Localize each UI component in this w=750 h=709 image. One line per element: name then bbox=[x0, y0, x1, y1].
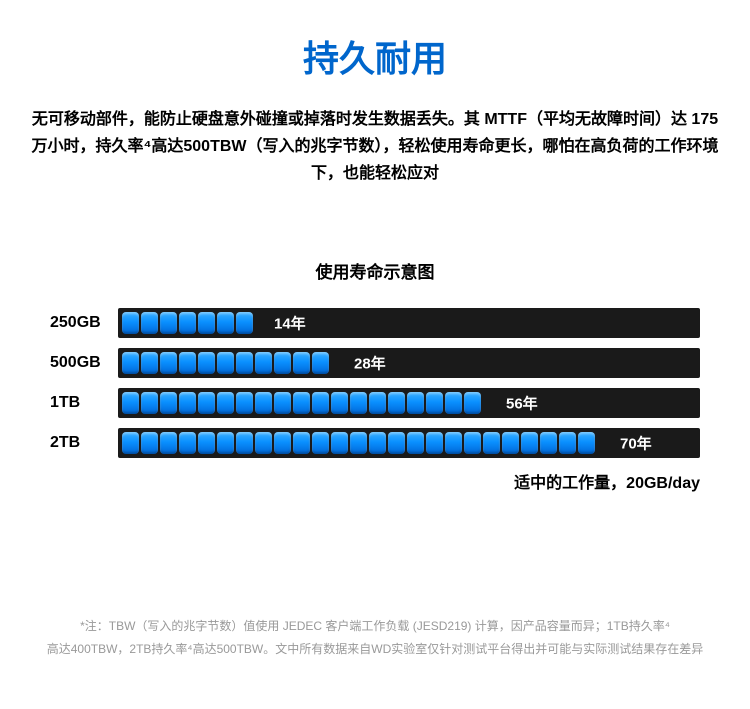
bar-segment bbox=[160, 392, 177, 414]
bar-segment bbox=[445, 432, 462, 454]
bar-segment bbox=[445, 392, 462, 414]
description-text: 无可移动部件，能防止硬盘意外碰撞或掉落时发生数据丢失。其 MTTF（平均无故障时… bbox=[20, 106, 730, 188]
bar-segment bbox=[274, 432, 291, 454]
bar-track: 70年 bbox=[118, 428, 700, 458]
bar-value-label: 70年 bbox=[620, 432, 652, 453]
chart-row: 2TB 70年 bbox=[50, 427, 700, 459]
bar-segment bbox=[540, 432, 557, 454]
bar-segment bbox=[122, 432, 139, 454]
bar-segment bbox=[217, 312, 234, 334]
bar-segment bbox=[350, 392, 367, 414]
bar-track: 56年 bbox=[118, 388, 700, 418]
bar-segment bbox=[198, 352, 215, 374]
bar-segment bbox=[426, 432, 443, 454]
bar-segment bbox=[274, 352, 291, 374]
bar-segment bbox=[179, 352, 196, 374]
bar-segment bbox=[312, 432, 329, 454]
bar-value-label: 28年 bbox=[354, 352, 386, 373]
infographic-container: 持久耐用 无可移动部件，能防止硬盘意外碰撞或掉落时发生数据丢失。其 MTTF（平… bbox=[0, 0, 750, 493]
bar-value-label: 14年 bbox=[274, 312, 306, 333]
bar-segment bbox=[198, 312, 215, 334]
main-title: 持久耐用 bbox=[20, 30, 730, 82]
bar-segment bbox=[236, 432, 253, 454]
bar-segment bbox=[160, 432, 177, 454]
bar-segment bbox=[293, 392, 310, 414]
bar-segment bbox=[521, 432, 538, 454]
bar-segment bbox=[141, 312, 158, 334]
bar-segment bbox=[369, 392, 386, 414]
bar-segment bbox=[407, 392, 424, 414]
bar-segment bbox=[255, 432, 272, 454]
bar-segment bbox=[141, 392, 158, 414]
bar-segment bbox=[293, 432, 310, 454]
bar-segment bbox=[426, 392, 443, 414]
bar-segment bbox=[331, 432, 348, 454]
bar-segment bbox=[293, 352, 310, 374]
bar-segment bbox=[255, 392, 272, 414]
bar-segment bbox=[369, 432, 386, 454]
chart-row: 500GB 28年 bbox=[50, 347, 700, 379]
bar-segments bbox=[118, 308, 253, 338]
bar-segment bbox=[578, 432, 595, 454]
bar-segment bbox=[502, 432, 519, 454]
bar-segment bbox=[407, 432, 424, 454]
bar-segments bbox=[118, 428, 595, 458]
bar-value-label: 56年 bbox=[506, 392, 538, 413]
bar-segment bbox=[559, 432, 576, 454]
bar-segment bbox=[350, 432, 367, 454]
bar-segment bbox=[122, 312, 139, 334]
bar-segment bbox=[255, 352, 272, 374]
bar-segment bbox=[312, 392, 329, 414]
bar-segment bbox=[483, 432, 500, 454]
bar-segment bbox=[236, 312, 253, 334]
bar-segment bbox=[122, 352, 139, 374]
bar-segment bbox=[388, 432, 405, 454]
bar-track: 28年 bbox=[118, 348, 700, 378]
lifespan-chart: 250GB 14年 500GB 28年 1TB 56年 2TB bbox=[20, 307, 730, 459]
bar-segment bbox=[274, 392, 291, 414]
bar-segment bbox=[464, 432, 481, 454]
bar-segment bbox=[160, 312, 177, 334]
bar-segment bbox=[122, 392, 139, 414]
row-label: 2TB bbox=[50, 434, 118, 452]
bar-segment bbox=[179, 312, 196, 334]
bar-segment bbox=[160, 352, 177, 374]
bar-segment bbox=[198, 432, 215, 454]
bar-segment bbox=[236, 392, 253, 414]
bar-segment bbox=[217, 432, 234, 454]
bar-segment bbox=[388, 392, 405, 414]
chart-subtitle: 使用寿命示意图 bbox=[20, 258, 730, 283]
footnote-line2: 高达400TBW，2TB持久率⁴高达500TBW。文中所有数据来自WD实验室仅针… bbox=[47, 642, 704, 656]
bar-segment bbox=[217, 392, 234, 414]
footnote-block: *注：TBW（写入的兆字节数）值使用 JEDEC 客户端工作负载 (JESD21… bbox=[0, 615, 750, 661]
bar-segment bbox=[198, 392, 215, 414]
bar-segments bbox=[118, 348, 329, 378]
bar-segment bbox=[179, 432, 196, 454]
bar-segment bbox=[217, 352, 234, 374]
row-label: 250GB bbox=[50, 314, 118, 332]
bar-segment bbox=[312, 352, 329, 374]
bar-segment bbox=[331, 392, 348, 414]
bar-segment bbox=[236, 352, 253, 374]
bar-segment bbox=[141, 432, 158, 454]
bar-segment bbox=[179, 392, 196, 414]
row-label: 500GB bbox=[50, 354, 118, 372]
bar-segment bbox=[141, 352, 158, 374]
chart-caption: 适中的工作量，20GB/day bbox=[20, 469, 730, 493]
chart-row: 250GB 14年 bbox=[50, 307, 700, 339]
footnote-line1: *注：TBW（写入的兆字节数）值使用 JEDEC 客户端工作负载 (JESD21… bbox=[80, 619, 670, 633]
bar-track: 14年 bbox=[118, 308, 700, 338]
bar-segment bbox=[464, 392, 481, 414]
row-label: 1TB bbox=[50, 394, 118, 412]
bar-segments bbox=[118, 388, 481, 418]
chart-row: 1TB 56年 bbox=[50, 387, 700, 419]
